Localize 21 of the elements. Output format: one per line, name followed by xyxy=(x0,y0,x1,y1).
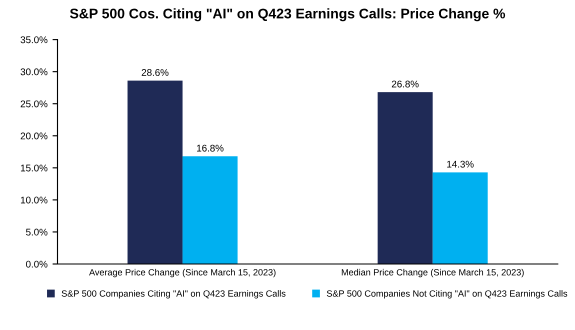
data-label: 14.3% xyxy=(447,160,474,168)
bar xyxy=(182,156,238,264)
y-tick-label: 20.0% xyxy=(20,132,48,140)
y-tick-label: 15.0% xyxy=(20,164,48,172)
bar xyxy=(432,172,488,264)
x-tick-label: Median Price Change (Since March 15, 2023) xyxy=(342,268,524,278)
y-tick-label: 10.0% xyxy=(20,196,48,204)
y-tick-label: 30.0% xyxy=(20,68,48,76)
y-tick-label: 25.0% xyxy=(20,100,48,108)
y-tick-label: 35.0% xyxy=(20,36,48,44)
bar xyxy=(128,80,183,264)
legend-label: S&P 500 Companies Not Citing "AI" on Q423 Earnings Calls xyxy=(326,290,568,298)
y-tick-label: 5.0% xyxy=(26,228,48,236)
x-tick-label: Average Price Change (Since March 15, 2023) xyxy=(89,268,276,278)
legend-label: S&P 500 Companies Citing "AI" on Q423 Earnings Calls xyxy=(62,290,286,298)
bar xyxy=(378,92,433,264)
y-tick-label: 0.0% xyxy=(26,260,48,268)
data-label: 28.6% xyxy=(142,69,168,76)
data-label: 16.8% xyxy=(197,144,224,152)
data-label: 26.8% xyxy=(392,80,419,88)
chart-title: S&P 500 Cos. Citing "AI" on Q423 Earnings Calls: Price Change % xyxy=(70,8,506,22)
